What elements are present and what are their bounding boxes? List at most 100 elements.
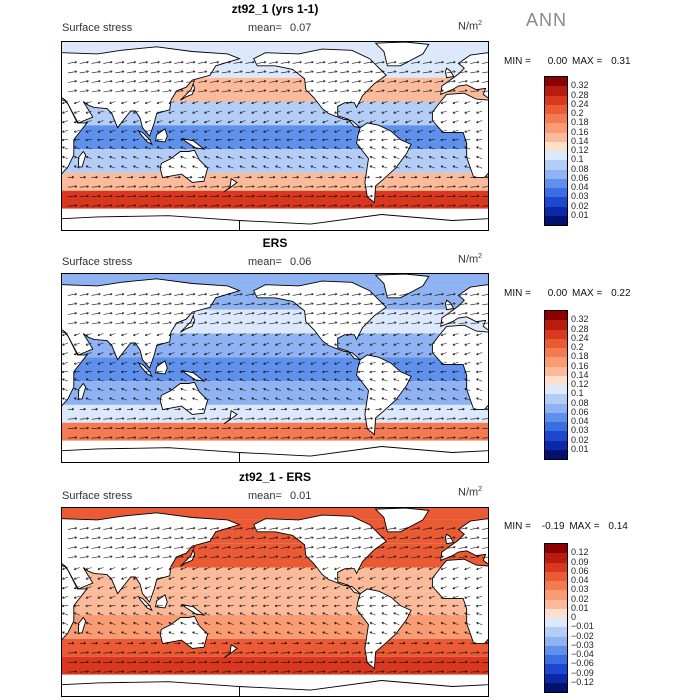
stress-arrow	[417, 120, 424, 124]
stress-arrow	[133, 333, 140, 337]
stress-arrow	[186, 651, 196, 654]
stress-arrow	[73, 361, 80, 365]
stress-arrow	[215, 352, 222, 356]
stress-arrow	[180, 567, 187, 571]
stress-arrow	[280, 426, 291, 430]
stress-arrow	[180, 361, 187, 365]
stress-arrow	[103, 526, 113, 530]
stress-arrow	[428, 595, 435, 599]
stress-arrow	[275, 120, 282, 124]
stress-arrow	[434, 204, 444, 207]
stress-arrow	[482, 556, 488, 559]
stress-arrow	[464, 120, 471, 124]
stress-arrow	[411, 407, 418, 411]
stress-arrow	[470, 641, 477, 645]
stress-arrow	[286, 378, 293, 382]
stress-arrow	[422, 651, 433, 654]
stress-arrow	[115, 536, 125, 540]
stress-arrow	[156, 388, 163, 391]
stress-arrow	[269, 555, 279, 559]
stress-arrow	[67, 194, 78, 198]
stress-arrow	[375, 417, 385, 420]
stress-arrow	[275, 110, 282, 114]
panel-3-mean-value: 0.01	[290, 490, 312, 502]
continent-south-america	[356, 588, 412, 670]
stress-arrow	[186, 311, 196, 315]
stress-arrow	[351, 79, 361, 83]
colorbar-swatch	[545, 440, 567, 450]
panel-1-max-value: 0.31	[611, 56, 631, 67]
stress-arrow	[375, 436, 385, 439]
stress-arrow	[91, 194, 101, 198]
stress-arrow	[393, 586, 400, 590]
stress-arrow	[482, 528, 488, 530]
stress-arrow	[340, 302, 350, 306]
stress-arrow	[156, 129, 163, 133]
stress-arrow	[62, 622, 69, 625]
stress-arrow	[476, 595, 483, 599]
stress-arrow	[393, 129, 400, 133]
stress-arrow	[209, 321, 219, 325]
stress-arrow	[417, 333, 424, 337]
stress-arrow	[422, 641, 430, 645]
stress-arrow	[298, 333, 305, 337]
stress-arrow	[221, 426, 231, 430]
stress-arrow	[464, 361, 471, 365]
stress-arrow	[482, 427, 488, 429]
stress-arrow	[103, 175, 110, 179]
stress-arrow	[192, 146, 199, 150]
stress-arrow	[97, 586, 104, 590]
stress-arrow	[275, 612, 282, 616]
stress-arrow	[334, 595, 341, 599]
stress-arrow	[298, 146, 305, 150]
stress-arrow	[85, 361, 92, 365]
colorbar-swatch	[545, 357, 567, 367]
stress-arrow	[452, 156, 459, 159]
stress-arrow	[375, 175, 382, 179]
stress-arrow	[215, 370, 222, 374]
stress-arrow	[417, 156, 424, 159]
stress-arrow	[369, 378, 376, 382]
stress-arrow	[446, 79, 456, 83]
stress-arrow	[399, 60, 409, 64]
continent-south-america	[356, 354, 412, 436]
stress-arrow	[73, 333, 80, 337]
stress-arrow	[192, 567, 199, 571]
stress-arrow	[274, 138, 281, 142]
stress-arrow	[209, 536, 219, 540]
stress-arrow	[280, 321, 290, 325]
stress-arrow	[168, 333, 175, 337]
stress-arrow	[417, 361, 424, 365]
stress-arrow	[304, 660, 314, 664]
continent-greenland	[374, 508, 430, 533]
stress-arrow	[263, 146, 270, 150]
stress-arrow	[292, 321, 302, 325]
stress-arrow	[215, 333, 222, 337]
stress-arrow	[132, 370, 139, 374]
stress-arrow	[334, 352, 341, 356]
colorbar-swatch	[545, 394, 567, 404]
continent-greenland	[374, 274, 430, 299]
stress-arrow	[381, 631, 388, 635]
stress-arrow	[103, 204, 113, 207]
stress-arrow	[180, 138, 187, 142]
stress-arrow	[62, 397, 69, 401]
stress-arrow	[227, 146, 234, 150]
stress-arrow	[150, 89, 160, 93]
stress-arrow	[174, 526, 184, 530]
stress-arrow	[97, 342, 104, 346]
stress-arrow	[269, 407, 276, 411]
stress-arrow	[446, 204, 456, 207]
stress-arrow	[369, 138, 376, 142]
stress-arrow	[62, 370, 68, 374]
stress-arrow	[79, 311, 89, 315]
stress-arrow	[286, 631, 293, 635]
colorbar-tick-label: 0.16	[571, 126, 589, 137]
stress-arrow	[138, 302, 148, 306]
stress-arrow	[233, 536, 243, 540]
stress-arrow	[440, 165, 447, 169]
colorbar-swatch	[545, 562, 567, 572]
stress-arrow	[399, 194, 409, 198]
continent-africa	[62, 99, 88, 175]
stress-arrow	[440, 361, 447, 365]
